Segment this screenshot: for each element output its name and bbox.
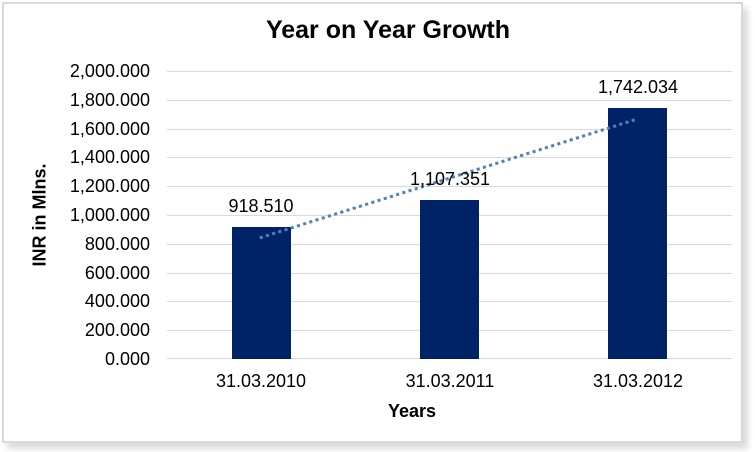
y-tick-label: 2,000.000 bbox=[69, 61, 150, 81]
chart-title: Year on Year Growth bbox=[265, 16, 511, 44]
y-tick-label: 1,000.000 bbox=[69, 205, 150, 225]
gridline bbox=[167, 157, 732, 158]
x-axis-title: Years bbox=[387, 401, 437, 421]
y-tick-label: 1,200.000 bbox=[69, 176, 150, 197]
bar-value-label: 1,742.034 bbox=[597, 77, 679, 97]
plot-area bbox=[167, 71, 732, 359]
gridline bbox=[167, 129, 732, 130]
gridline bbox=[167, 71, 732, 72]
bar-value-label: 918.510 bbox=[228, 196, 294, 216]
gridline bbox=[167, 186, 732, 187]
y-tick-label: 1,800.000 bbox=[69, 89, 150, 110]
x-tick-label: 31.03.2011 bbox=[405, 371, 495, 391]
bar-31.03.2012 bbox=[608, 108, 667, 359]
x-tick-label: 31.03.2010 bbox=[215, 371, 307, 391]
bar-value-label: 1,107.351 bbox=[409, 169, 491, 189]
y-tick-label: 0.000 bbox=[104, 349, 150, 369]
y-tick-label: 1,400.000 bbox=[69, 147, 150, 168]
y-tick-label: 400.000 bbox=[84, 291, 150, 312]
y-tick-label: 200.000 bbox=[84, 320, 150, 341]
y-tick-label: 800.000 bbox=[84, 233, 150, 254]
y-tick-label: 600.000 bbox=[84, 262, 150, 283]
trendline bbox=[259, 116, 640, 240]
bar-31.03.2010 bbox=[232, 227, 291, 359]
y-tick-label: 1,600.000 bbox=[69, 118, 150, 139]
x-tick-label: 31.03.2012 bbox=[592, 371, 684, 391]
bar-31.03.2011 bbox=[420, 200, 479, 359]
y-axis-title: INR in Mlns. bbox=[29, 163, 50, 267]
gridline bbox=[167, 100, 732, 101]
